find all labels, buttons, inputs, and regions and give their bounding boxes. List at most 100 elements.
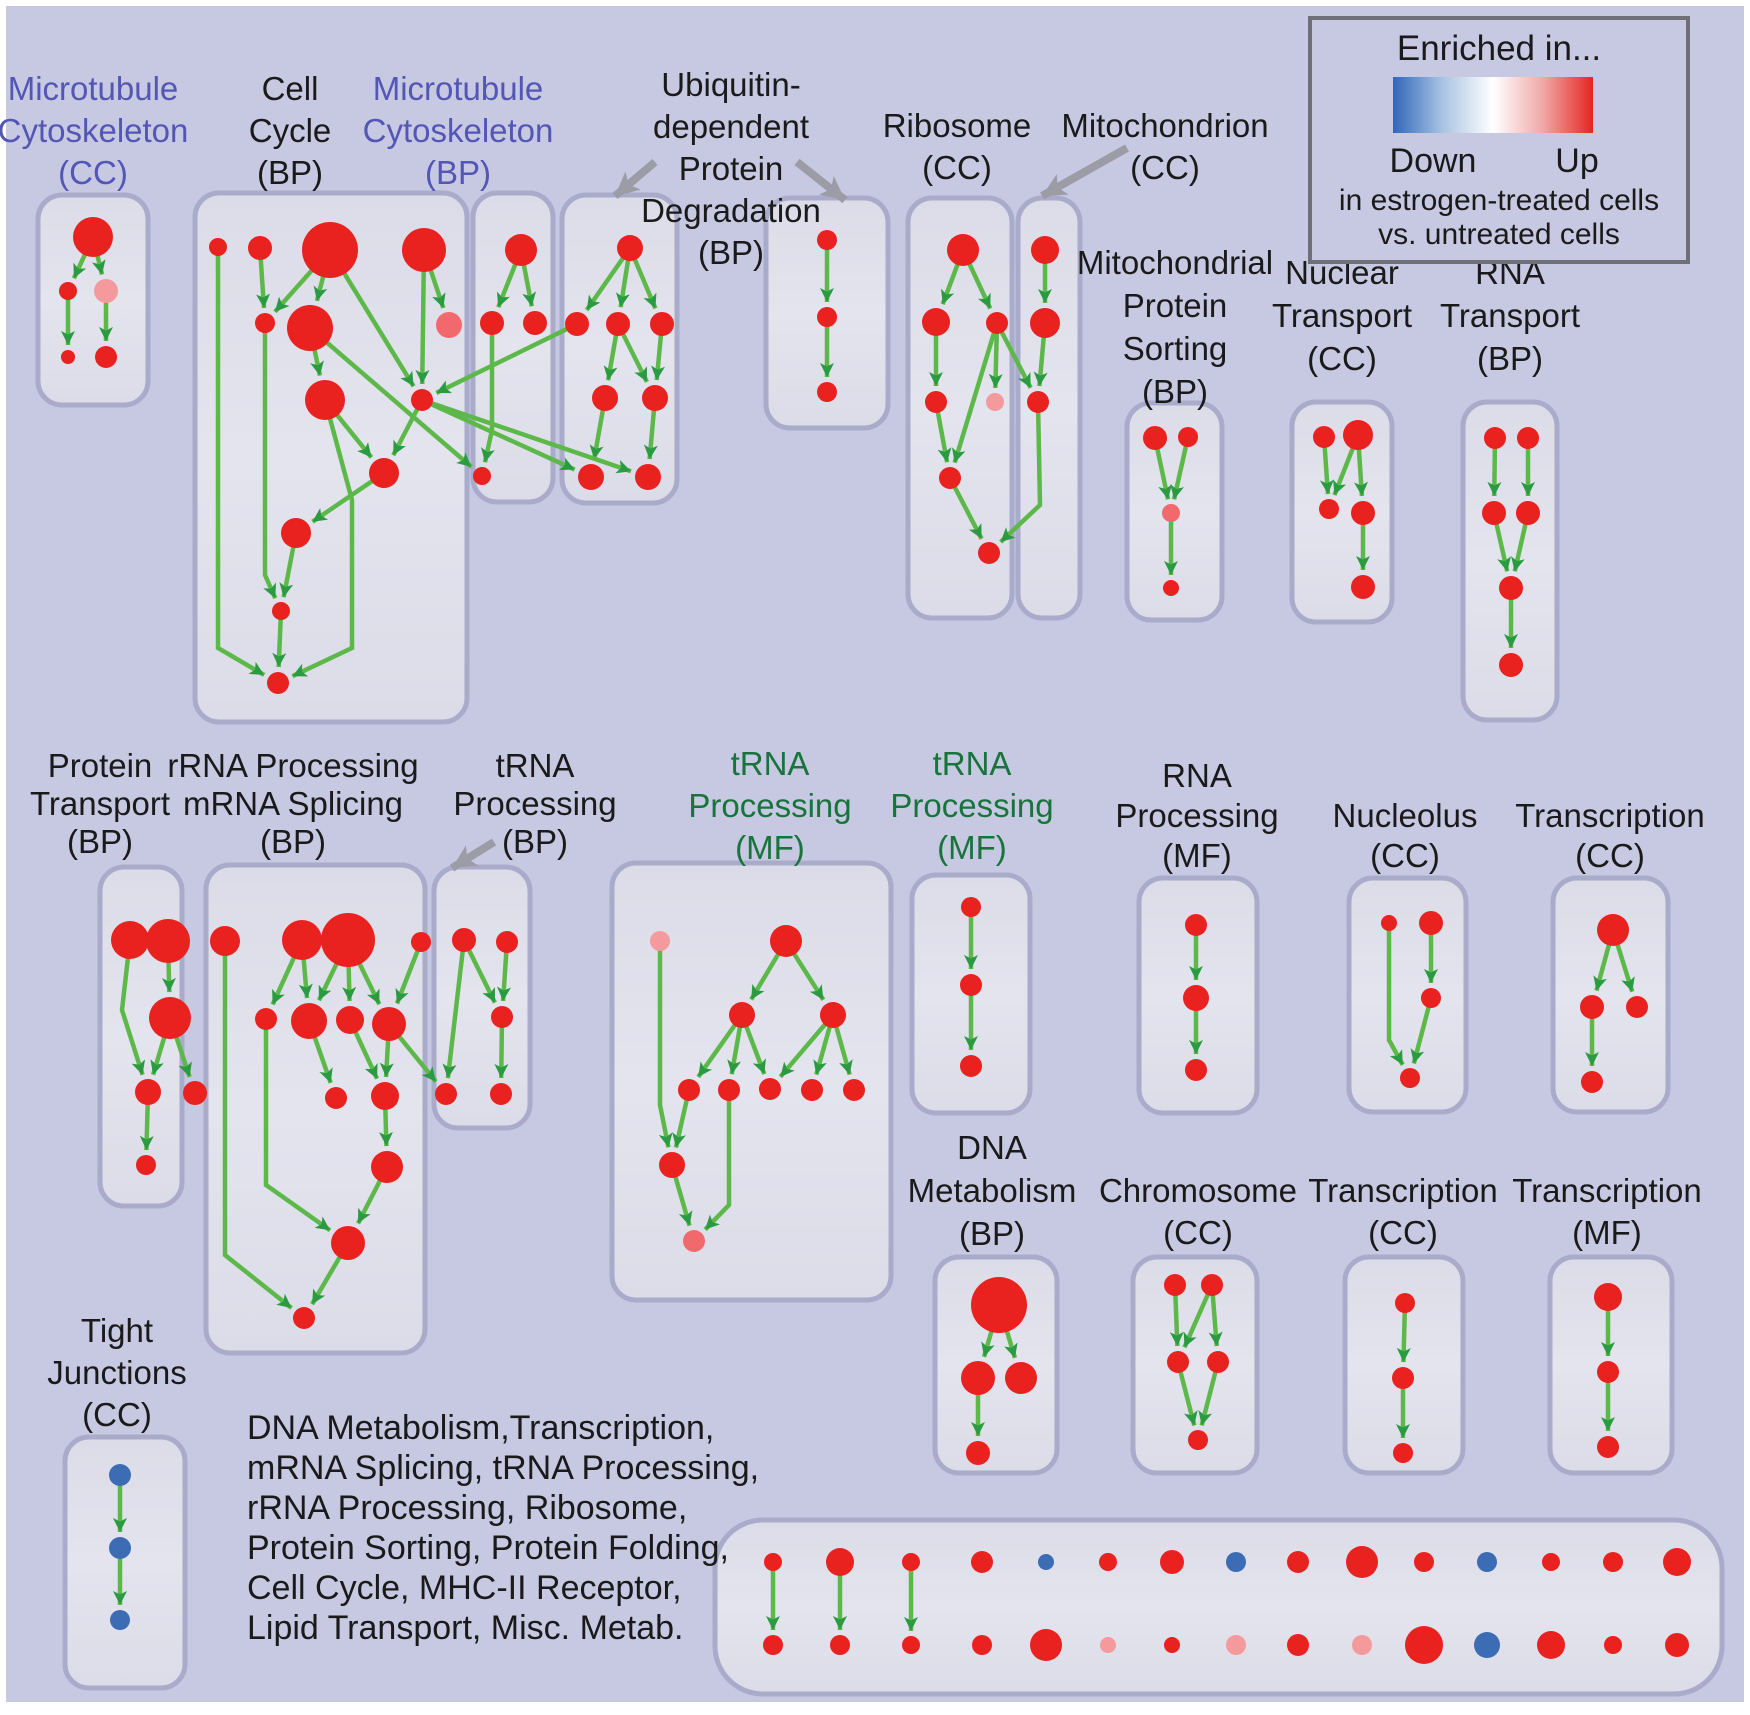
go-term-node-tmf2-x3 (960, 1055, 982, 1077)
misc-node-top-7 (1226, 1552, 1246, 1572)
go-term-node-nuc-z2 (1419, 911, 1443, 935)
go-term-node-tmf1-w10 (659, 1152, 685, 1178)
go-term-node-tmf1-w4 (820, 1002, 846, 1028)
legend-title: Enriched in... (1397, 29, 1601, 68)
go-term-node-rr-g6 (291, 1003, 327, 1039)
go-term-node-rr-g8 (372, 1007, 406, 1041)
cluster-label-cell-cycle-bp-line-2: Cycle (249, 112, 332, 149)
go-term-node-nt-q4 (1351, 501, 1375, 525)
go-term-node-mps-p2 (1178, 427, 1198, 447)
go-term-node-pt-pt2 (146, 919, 190, 963)
go-term-node-mps-p4 (1163, 580, 1179, 596)
legend-subtitle-line-2: vs. untreated cells (1378, 218, 1620, 251)
go-term-node-cc-n3 (302, 222, 358, 278)
go-term-node-cc-n1 (209, 238, 227, 256)
go-term-node-tj-tj3 (110, 1610, 130, 1630)
edge-cc-n4-n9 (415, 249, 430, 385)
cluster-box-dna (932, 1254, 1060, 1476)
misc-node-top-12 (1542, 1553, 1560, 1571)
legend-box (1308, 16, 1690, 264)
cluster-label-trna-processing-mf-small-line-2: Processing (890, 787, 1053, 824)
go-term-node-rr-g4 (411, 932, 431, 952)
go-term-node-pt-pt3 (149, 997, 191, 1039)
misc-node-top-1 (826, 1548, 854, 1576)
go-term-node-nuc-z3 (1421, 988, 1441, 1008)
go-term-node-ub1-u4 (650, 312, 674, 336)
pointer-to-ubiquitin-box (612, 158, 658, 200)
go-term-node-chr-k2 (1201, 1274, 1223, 1296)
go-term-node-mit-t1 (1031, 236, 1059, 264)
go-term-node-rr-g9 (325, 1087, 347, 1109)
go-term-node-nt-q2 (1343, 420, 1373, 450)
cluster-label-transcription-mf-bottom-line-1: Transcription (1512, 1172, 1702, 1209)
go-term-node-tmf1-w2 (770, 925, 802, 957)
go-term-node-rr-g10 (371, 1082, 399, 1110)
go-term-node-dna-d1 (971, 1277, 1027, 1333)
misc-node-bottom-9 (1352, 1635, 1372, 1655)
go-term-node-rr-g3 (321, 913, 375, 967)
cluster-label-ubiquitin-degradation-bp-line-1: Ubiquitin- (661, 66, 800, 103)
go-term-node-cc-n5 (255, 313, 275, 333)
go-term-node-cc-n2 (248, 236, 272, 260)
cluster-label-transcription-cc-bottom-line-2: (CC) (1368, 1214, 1438, 1251)
edge-rib-r6-r7 (948, 476, 984, 540)
edge-cc-n5-n12 (262, 323, 278, 600)
go-term-node-cc-n7 (436, 312, 462, 338)
misc-node-bottom-8 (1287, 1634, 1309, 1656)
go-term-node-nuc-z1 (1381, 915, 1397, 931)
go-term-node-pt-pt6 (136, 1155, 156, 1175)
cluster-label-dna-metabolism-bp-line-2: Metabolism (908, 1172, 1077, 1209)
cluster-label-ubiquitin-degradation-bp-line-4: Degradation (641, 192, 821, 229)
go-term-node-tbp-h2 (496, 931, 518, 953)
go-term-node-rib-r6 (939, 467, 961, 489)
go-term-node-ub2-v2 (817, 307, 837, 327)
cluster-label-rna-transport-bp-line-3: (BP) (1477, 340, 1543, 377)
pointer-to-trna-bp-box (449, 838, 497, 872)
go-term-node-cc-n6 (287, 305, 333, 351)
go-term-node-tj-tj2 (109, 1537, 131, 1559)
go-term-node-rt-s3 (1482, 501, 1506, 525)
edge-rr-g4-g8 (394, 941, 424, 1005)
annotation-text-line-6: Lipid Transport, Misc. Metab. (247, 1609, 684, 1647)
go-term-node-rt-s6 (1499, 653, 1523, 677)
edge-mps-p2-p3 (1170, 436, 1191, 500)
misc-node-bottom-12 (1537, 1631, 1565, 1659)
go-term-node-mtcc-c (94, 279, 118, 303)
cluster-label-transcription-cc-bottom-line-1: Transcription (1308, 1172, 1498, 1209)
legend-up-label: Up (1555, 142, 1598, 180)
go-term-node-rib-r7 (978, 542, 1000, 564)
cluster-label-rna-transport-bp-line-2: Transport (1440, 297, 1580, 334)
cluster-label-rrna-mrna-bp-line-3: (BP) (260, 823, 326, 860)
cluster-label-microtubule-cytoskeleton-bp-line-2: Cytoskeleton (363, 112, 554, 149)
go-term-node-rr-g2 (282, 920, 322, 960)
cluster-label-rrna-mrna-bp-line-1: rRNA Processing (167, 747, 418, 784)
edge-nuc-z1-z4 (1386, 923, 1405, 1066)
go-term-node-pt-pt5 (183, 1081, 207, 1105)
cluster-label-trna-processing-bp-line-2: Processing (453, 785, 616, 822)
go-term-node-rr-g11 (371, 1151, 403, 1183)
cluster-label-ubiquitin-degradation-bp-line-2: dependent (653, 108, 809, 145)
cluster-label-tight-junctions-cc-line-3: (CC) (82, 1396, 152, 1433)
go-term-node-rt-s2 (1517, 427, 1539, 449)
misc-node-top-8 (1287, 1551, 1309, 1573)
misc-node-bottom-4 (1030, 1629, 1062, 1661)
edge-cc-n12-n13 (272, 610, 287, 668)
edge-cross-cc-n9-ub1-u8 (421, 397, 632, 474)
cluster-label-mitochondrial-protein-sorting-bp-line-3: Sorting (1123, 330, 1228, 367)
go-term-node-mps-p3 (1162, 504, 1180, 522)
misc-node-top-9 (1346, 1546, 1378, 1578)
go-term-node-ub1-u2 (565, 312, 589, 336)
legend-gradient-bar (1393, 77, 1593, 133)
go-term-node-mit-t3 (1027, 391, 1049, 413)
go-term-node-tmf1-w7 (759, 1078, 781, 1100)
go-term-node-tbp-h3 (491, 1006, 513, 1028)
go-term-node-mit-t2 (1030, 308, 1060, 338)
cluster-label-rna-processing-mf-line-1: RNA (1162, 757, 1232, 794)
go-term-node-mtbp-m1 (505, 234, 537, 266)
misc-node-top-4 (1038, 1554, 1054, 1570)
go-term-node-tbp-h1 (452, 928, 476, 952)
go-term-node-nuc-z4 (1400, 1068, 1420, 1088)
annotation-text-line-1: DNA Metabolism,Transcription, (247, 1409, 714, 1447)
cluster-label-mitochondrion-cc-line-2: (CC) (1130, 149, 1200, 186)
